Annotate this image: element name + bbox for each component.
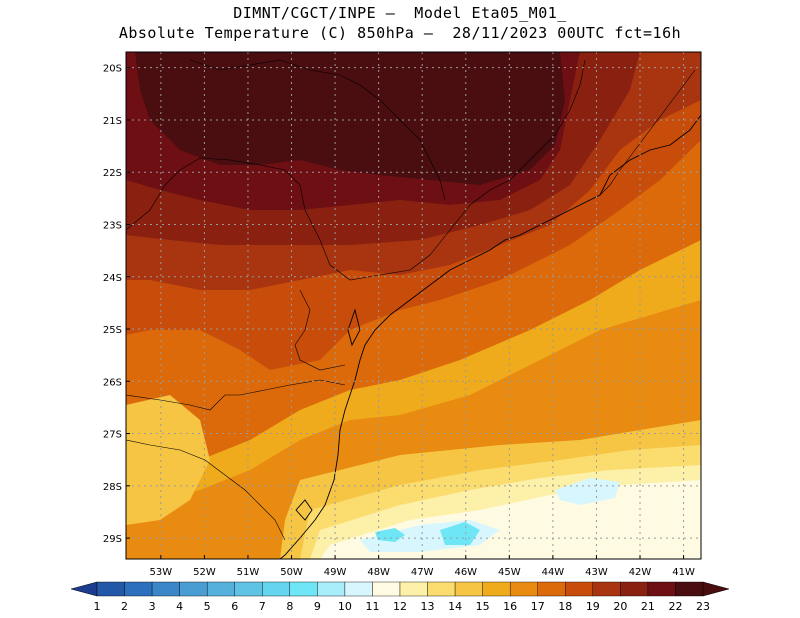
colorbar-label: 12: [393, 600, 407, 613]
lat-label: 27S: [103, 430, 122, 441]
colorbar-label: 16: [503, 600, 517, 613]
lon-label: 47W: [411, 567, 434, 578]
colorbar-min-arrow: [70, 581, 98, 597]
colorbar-swatch: [179, 581, 208, 597]
colorbar-swatch: [262, 581, 291, 597]
colorbar-swatch: [96, 581, 125, 597]
colorbar-label: 19: [586, 600, 600, 613]
colorbar-label: 18: [558, 600, 572, 613]
lat-label: 22S: [103, 168, 122, 179]
colorbar-label: 15: [476, 600, 490, 613]
lon-label: 46W: [454, 567, 477, 578]
title-line-1: DIMNT/CGCT/INPE – Model Eta05_M01_: [233, 4, 567, 22]
colorbar-max-arrow: [702, 581, 730, 597]
colorbar-label: 17: [531, 600, 545, 613]
lon-label: 41W: [672, 567, 695, 578]
colorbar-swatch: [565, 581, 594, 597]
colorbar-swatch: [234, 581, 263, 597]
colorbar-swatch: [124, 581, 153, 597]
lon-label: 44W: [542, 567, 565, 578]
colorbar-label: 3: [149, 600, 156, 613]
lon-label: 45W: [498, 567, 521, 578]
map-frame: [125, 51, 702, 560]
lat-label: 21S: [103, 116, 122, 127]
lat-label: 26S: [103, 377, 122, 388]
colorbar-swatch: [482, 581, 511, 597]
colorbar-label: 23: [696, 600, 710, 613]
lat-label: 25S: [103, 325, 122, 336]
colorbar-swatch: [620, 581, 649, 597]
colorbar-swatch: [372, 581, 401, 597]
colorbar-label: 2: [121, 600, 128, 613]
colorbar-label: 9: [314, 600, 321, 613]
colorbar: 1 2 3 4 5 6 7 8 9 10 11 12 13 14 15 16 17 18 19 20 21 22 23: [70, 581, 730, 613]
temperature-field: [126, 52, 701, 559]
colorbar-label: 22: [668, 600, 682, 613]
longitude-labels: 53W 52W 51W 50W 49W 48W 47W 46W 45W 44W 43W 42W 41W: [150, 555, 695, 578]
title-line-2: Absolute Temperature (C) 850hPa – 28/11/…: [118, 24, 682, 42]
colorbar-swatch: [537, 581, 566, 597]
lon-label: 43W: [585, 567, 608, 578]
colorbar-swatch: [427, 581, 456, 597]
lat-label: 28S: [103, 482, 122, 493]
lon-label: 51W: [237, 567, 260, 578]
coastline: [279, 114, 701, 559]
lon-label: 53W: [150, 567, 173, 578]
lat-label: 23S: [103, 220, 122, 231]
lon-label: 50W: [280, 567, 303, 578]
lat-label: 29S: [103, 534, 122, 545]
graticule: [126, 52, 701, 559]
lon-label: 42W: [629, 567, 652, 578]
colorbar-label: 21: [641, 600, 655, 613]
field-23: [135, 52, 565, 185]
field-11-east: [555, 478, 620, 505]
colorbar-swatch: [399, 581, 428, 597]
field-15-west: [126, 395, 210, 525]
field-18-island: [206, 360, 250, 435]
colorbar-label: 4: [176, 600, 183, 613]
lat-label: 24S: [103, 273, 122, 284]
colorbar-label: 13: [421, 600, 435, 613]
colorbar-swatch: [509, 581, 538, 597]
colorbar-swatch: [151, 581, 180, 597]
colorbar-label: 14: [448, 600, 462, 613]
colorbar-label: 10: [338, 600, 352, 613]
colorbar-label: 20: [613, 600, 627, 613]
colorbar-label: 6: [231, 600, 238, 613]
colorbar-swatch: [675, 581, 704, 597]
colorbar-label: 8: [286, 600, 293, 613]
colorbar-swatch: [647, 581, 676, 597]
field-9: [440, 522, 480, 545]
colorbar-swatch: [289, 581, 318, 597]
latitude-labels: 20S 21S 22S 23S 24S 25S 26S 27S 28S 29S: [103, 64, 130, 545]
colorbar-label: 11: [365, 600, 379, 613]
colorbar-swatch: [592, 581, 621, 597]
colorbar-label: 5: [204, 600, 211, 613]
lon-label: 49W: [324, 567, 347, 578]
colorbar-swatch: [344, 581, 373, 597]
field-19-island: [275, 300, 335, 345]
lat-label: 20S: [103, 64, 122, 75]
colorbar-swatch: [454, 581, 483, 597]
colorbar-label: 1: [94, 600, 101, 613]
colorbar-swatch: [206, 581, 235, 597]
lon-label: 52W: [193, 567, 216, 578]
lon-label: 48W: [367, 567, 390, 578]
colorbar-swatch: [317, 581, 346, 597]
colorbar-label: 7: [259, 600, 266, 613]
